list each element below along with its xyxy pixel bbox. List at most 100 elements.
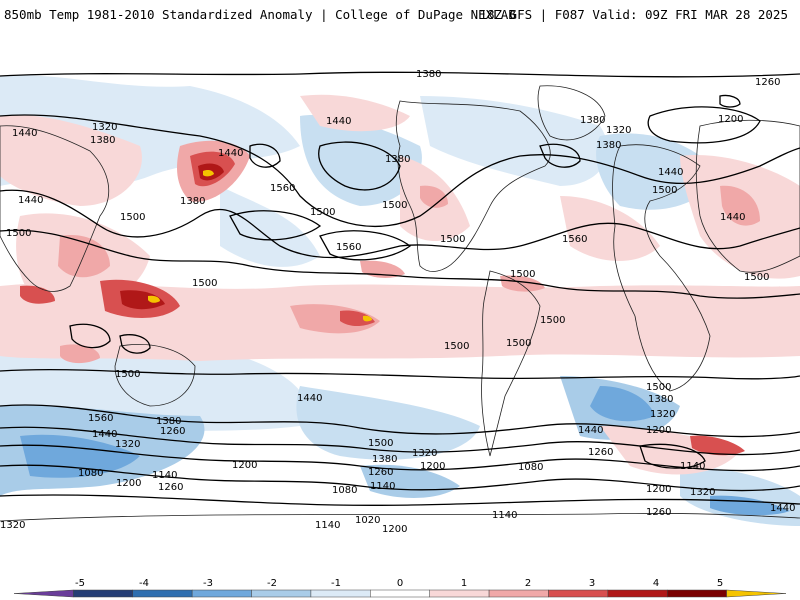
- contour-label: 1500: [652, 185, 677, 196]
- contour-label: 1440: [218, 148, 243, 159]
- colorbar-segment: [251, 589, 312, 598]
- coastlines: [0, 85, 800, 522]
- cold-anomaly-patch: [296, 386, 480, 460]
- contour-label: 1560: [270, 183, 295, 194]
- contour-labels: 1380 1260 1440 1320 1380 1440 1380 1320 …: [0, 69, 795, 533]
- warm-anomaly-patch: [420, 185, 448, 208]
- contour-label: 1380: [416, 69, 441, 80]
- contour-label: 1440: [92, 429, 117, 440]
- contour-label: 1020: [355, 515, 380, 526]
- warm-anomaly-patch: [690, 435, 745, 456]
- contour-label: 1260: [368, 467, 393, 478]
- contour-line: [0, 229, 800, 299]
- colorbar-tick: -1: [331, 578, 341, 589]
- colorbar-segment: [73, 589, 134, 598]
- contour-line: [119, 334, 151, 354]
- contour-label: 1140: [680, 461, 705, 472]
- cold-anomaly-patch: [420, 96, 608, 186]
- warm-anomaly-patch: [58, 235, 110, 278]
- contour-label: 1440: [18, 195, 43, 206]
- contour-line: [719, 94, 741, 108]
- warm-anomaly-patch: [20, 285, 55, 304]
- contour-line: [647, 106, 761, 144]
- warm-anomaly-patch: [0, 283, 800, 361]
- warm-anomaly-patch: [720, 185, 760, 226]
- warm-anomaly-patch: [300, 94, 410, 132]
- colorbar-tick: 0: [397, 578, 403, 589]
- contour-line: [0, 426, 800, 456]
- contour-label: 1380: [372, 454, 397, 465]
- warm-anomaly-patch: [0, 115, 142, 206]
- contour-label: 1140: [492, 510, 517, 521]
- contour-label: 1320: [0, 520, 25, 531]
- contour-label: 1320: [412, 448, 437, 459]
- warm-anomaly-patch: [203, 170, 214, 177]
- contour-label: 1500: [115, 369, 140, 380]
- contour-label: 1380: [580, 115, 605, 126]
- contour-label: 1380: [90, 135, 115, 146]
- contour-label: 1440: [12, 128, 37, 139]
- contour-label: 1380: [180, 196, 205, 207]
- contour-label: 1140: [315, 520, 340, 531]
- colorbar-segment: [429, 589, 490, 598]
- anomaly-map: 1380 1260 1440 1320 1380 1440 1380 1320 …: [0, 69, 800, 533]
- contour-label: 1200: [646, 484, 671, 495]
- contour-label: 1320: [92, 122, 117, 133]
- europe-africa-outline: [612, 144, 711, 392]
- contour-line: [319, 230, 412, 261]
- contour-label: 1500: [310, 207, 335, 218]
- colorbar-segment: [607, 589, 668, 598]
- contour-label: 1440: [720, 212, 745, 223]
- map-title: 850mb Temp 1981-2010 Standardized Anomal…: [4, 7, 516, 22]
- contour-label: 1140: [370, 481, 395, 492]
- contour-label: 1500: [510, 269, 535, 280]
- south-america-outline: [481, 270, 541, 457]
- warm-anomaly-patch: [120, 290, 165, 310]
- north-america-outline: [395, 100, 551, 272]
- contour-label: 1200: [382, 524, 407, 533]
- contour-label: 1440: [297, 393, 322, 404]
- contour-label: 1560: [88, 413, 113, 424]
- colorbar-segments: [13, 589, 787, 598]
- contour-label: 1260: [588, 447, 613, 458]
- warm-anomaly-patch: [560, 196, 660, 261]
- cold-anomaly-patch: [590, 386, 655, 422]
- australia-outline: [114, 344, 196, 407]
- warm-anomaly-patch: [60, 344, 100, 364]
- contour-label: 1200: [646, 425, 671, 436]
- antarctica-outline: [0, 513, 800, 522]
- cold-anomaly-patch: [220, 186, 320, 267]
- contour-label: 1260: [755, 77, 780, 88]
- contour-label: 1320: [606, 125, 631, 136]
- warm-anomaly-patch: [500, 275, 545, 292]
- contour-label: 1500: [6, 228, 31, 239]
- contour-label: 1200: [232, 460, 257, 471]
- contour-label: 1080: [78, 468, 103, 479]
- contour-label: 1440: [770, 503, 795, 514]
- colorbar-tick: 3: [589, 578, 595, 589]
- contour-line: [0, 444, 800, 472]
- contour-label: 1440: [578, 425, 603, 436]
- colorbar-segment: [666, 589, 727, 598]
- contour-label: 1500: [382, 200, 407, 211]
- contour-line: [0, 189, 800, 259]
- contour-line: [318, 141, 401, 191]
- cold-anomaly-patch: [300, 115, 422, 206]
- warm-anomaly-patch: [363, 315, 372, 322]
- contour-label: 1320: [650, 409, 675, 420]
- colorbar-segment: [488, 589, 549, 598]
- contour-line: [69, 323, 111, 349]
- contour-label: 1380: [596, 140, 621, 151]
- contour-line: [639, 443, 706, 469]
- colorbar-segment: [191, 589, 252, 598]
- contour-label: 1260: [646, 507, 671, 518]
- colorbar-tick: 2: [525, 578, 531, 589]
- contour-label: 1500: [444, 341, 469, 352]
- contour-label: 1440: [326, 116, 351, 127]
- contour-label: 1140: [152, 470, 177, 481]
- warm-anomaly-patch: [340, 310, 375, 327]
- colorbar-tick: -5: [75, 578, 85, 589]
- colorbar-tick: -2: [267, 578, 277, 589]
- contour-line: [249, 143, 281, 168]
- contour-line: [0, 71, 800, 78]
